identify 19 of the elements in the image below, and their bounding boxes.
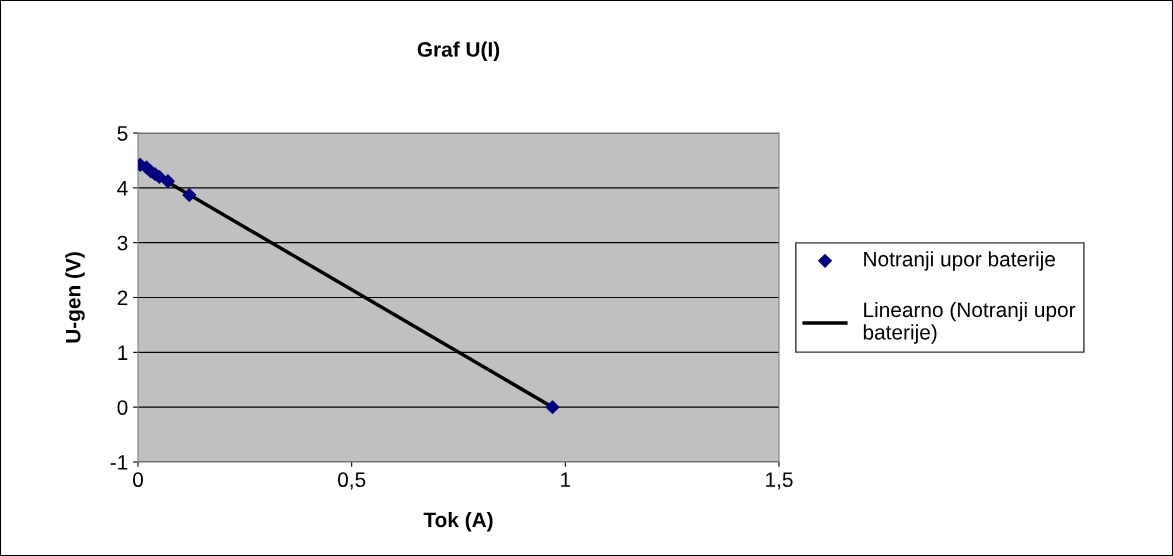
legend-label: Notranji upor baterije: [864, 251, 1055, 271]
point: [545, 400, 560, 415]
y-tick-label: -1: [110, 455, 128, 470]
point: [161, 174, 175, 189]
y-tick-label: 4: [117, 181, 128, 196]
y-tick-label: 5: [117, 126, 128, 141]
y-axis-title: U-gen (V): [65, 252, 85, 343]
chart-title: Graf U(I): [417, 41, 500, 61]
x-tick-label: 1: [561, 472, 571, 487]
x-tick-label: 1,5: [766, 472, 793, 490]
y-tick-label: 3: [117, 235, 128, 251]
y-tick-label: 0: [117, 400, 128, 415]
x-tick-label: 0: [133, 472, 143, 488]
point: [182, 188, 197, 202]
x-tick-label: 0,5: [338, 472, 366, 490]
y-tick-label: 1: [118, 345, 128, 360]
y-tick-label: 2: [117, 290, 128, 306]
x-axis-title: Tok (A): [423, 511, 493, 532]
legend-label: Linearno (Notranji upor baterije): [863, 301, 1076, 344]
